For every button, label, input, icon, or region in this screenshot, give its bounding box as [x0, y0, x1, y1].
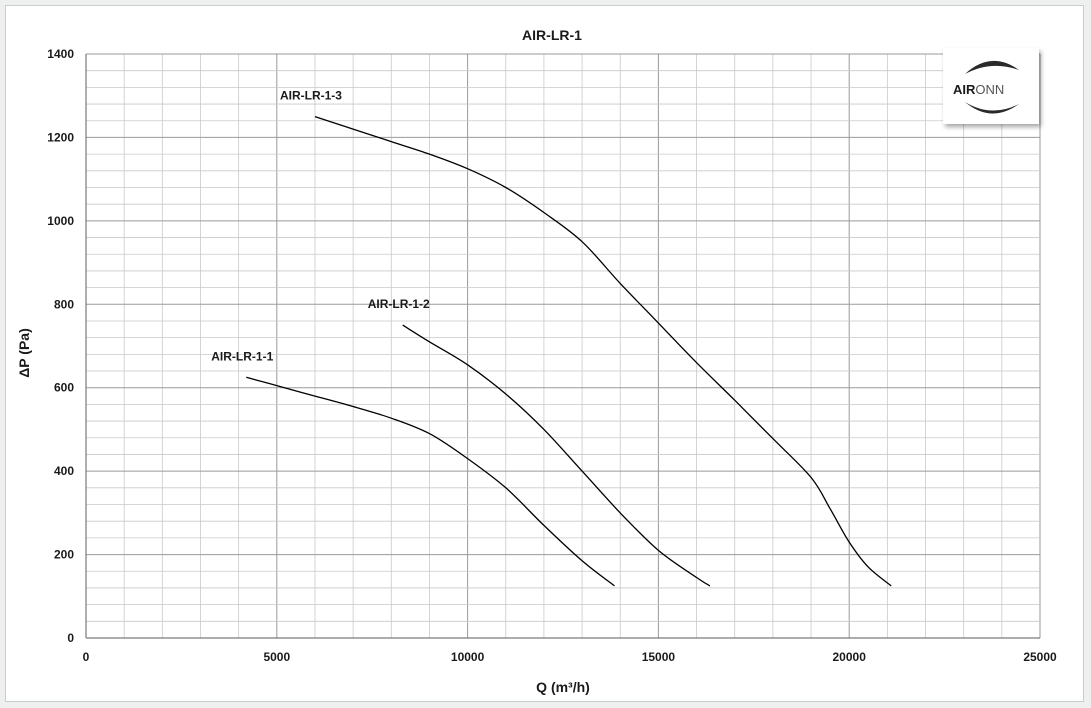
logo-swoosh-bottom-icon: [965, 102, 1019, 114]
svg-text:AIRONN: AIRONN: [953, 82, 1004, 97]
x-tick-label: 10000: [451, 650, 485, 664]
x-tick-label: 5000: [263, 650, 290, 664]
chart-title: AIR-LR-1: [522, 27, 582, 43]
x-tick-label: 25000: [1023, 650, 1057, 664]
series-label-1: AIR-LR-1-1: [211, 349, 273, 363]
series-label-2: AIR-LR-1-2: [368, 297, 430, 311]
x-axis-title: Q (m³/h): [536, 679, 590, 695]
y-tick-label: 1200: [47, 130, 74, 144]
series-line-2: [402, 324, 711, 587]
y-tick-label: 1400: [47, 47, 74, 61]
logo-text-light: ONN: [975, 82, 1004, 97]
series-line-3: [314, 115, 892, 587]
chart-svg: 0 5000 10000 15000 20000 25000 0 200 400 600 800 10…: [16, 27, 1057, 695]
y-tick-label: 0: [67, 631, 74, 645]
grid: [85, 53, 1041, 639]
logo-swoosh-top-icon: [965, 60, 1019, 74]
chart-frame: 0 5000 10000 15000 20000 25000 0 200 400 600 800 10…: [5, 5, 1084, 702]
x-tick-label: 20000: [833, 650, 867, 664]
labels: AIR-LR-1-1 AIR-LR-1-2 AIR-LR-1-3: [211, 89, 430, 364]
axes: 0 5000 10000 15000 20000 25000 0 200 400 600 800 10…: [47, 47, 1057, 664]
y-axis-title: ΔP (Pa): [16, 328, 32, 378]
series-label-3: AIR-LR-1-3: [280, 89, 342, 103]
series-lines: [246, 115, 892, 587]
airon-logo: AIRONN: [943, 48, 1039, 124]
y-tick-label: 400: [54, 464, 74, 478]
x-tick-label: 0: [83, 650, 90, 664]
series-line-1: [246, 376, 615, 587]
x-tick-label: 15000: [642, 650, 676, 664]
y-tick-label: 200: [54, 548, 74, 562]
y-tick-label: 600: [54, 381, 74, 395]
y-tick-label: 1000: [47, 214, 74, 228]
logo-text-bold: AIR: [953, 82, 976, 97]
y-tick-label: 800: [54, 297, 74, 311]
